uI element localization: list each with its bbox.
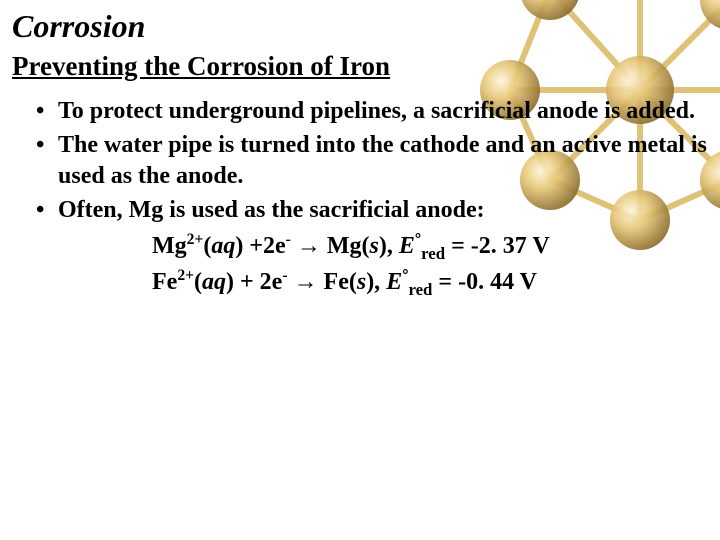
arrow-icon: → [297,233,321,259]
slide-content: Corrosion Preventing the Corrosion of Ir… [0,0,720,309]
eq-value: -0. 44 V [458,269,537,295]
list-item: To protect underground pipelines, a sacr… [36,96,708,128]
eq-state-right: s [370,233,379,259]
eq-value: -2. 37 V [471,233,550,259]
eq-product: Fe [324,269,349,295]
eq-species: Fe [152,269,177,295]
arrow-icon: → [294,269,318,295]
minus-icon: - [282,267,287,284]
eq-electrons: + 2e [240,269,282,295]
eq-state-left: aq [202,269,226,295]
eq-species: Mg [152,233,187,259]
bullet-list: To protect underground pipelines, a sacr… [12,96,708,227]
eq-electrons: +2e [249,233,285,259]
slide-subtitle: Preventing the Corrosion of Iron [12,51,708,82]
eq-e-sub: red [408,280,432,299]
eq-e-symbol: E [386,269,402,295]
equation-row: Mg2+(aq) +2e- → Mg(s), E°red = -2. 37 V [152,229,708,265]
eq-state-right: s [357,269,366,295]
list-item: The water pipe is turned into the cathod… [36,130,708,193]
eq-charge: 2+ [187,231,204,248]
eq-charge: 2+ [177,267,194,284]
slide-title: Corrosion [12,8,708,45]
eq-state-left: aq [211,233,235,259]
equation-row: Fe2+(aq) + 2e- → Fe(s), E°red = -0. 44 V [152,265,708,301]
eq-e-sub: red [421,243,445,262]
eq-product: Mg [327,233,362,259]
equations-block: Mg2+(aq) +2e- → Mg(s), E°red = -2. 37 V … [12,229,708,302]
list-item: Often, Mg is used as the sacrificial ano… [36,195,708,227]
minus-icon: - [286,231,291,248]
eq-e-symbol: E [399,233,415,259]
